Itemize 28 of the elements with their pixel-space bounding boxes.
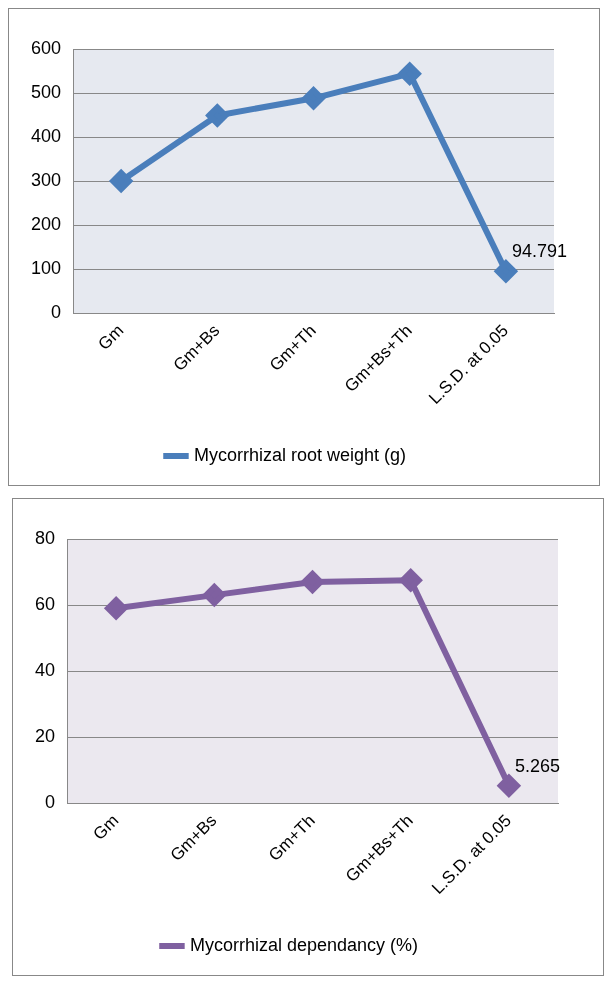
point — [302, 87, 325, 110]
point — [398, 62, 421, 85]
y-tick-label: 80 — [34, 527, 56, 548]
point — [494, 260, 517, 283]
y-tick-label: 40 — [34, 660, 56, 680]
point — [110, 170, 133, 193]
point — [105, 597, 128, 620]
data-label: 5.265 — [514, 755, 560, 776]
x-tick-label: Gm — [89, 810, 123, 844]
y-tick-label: 100 — [30, 258, 62, 279]
y-tick-label: 0 — [45, 792, 56, 813]
data-label: 94.791 — [511, 241, 567, 262]
point — [399, 569, 422, 592]
y-tick-label: 500 — [30, 81, 62, 102]
point — [206, 104, 229, 127]
legend-label: Mycorrhizal root weight (g) — [193, 444, 407, 465]
y-tick-label: 0 — [51, 302, 62, 323]
y-tick-label: 400 — [30, 125, 62, 146]
point — [203, 584, 226, 607]
y-tick-label: 20 — [34, 726, 56, 747]
y-tick-label: 600 — [30, 37, 62, 58]
y-tick-label: 200 — [30, 214, 62, 235]
x-tick-label: Gm — [94, 320, 128, 354]
point — [497, 774, 520, 797]
y-tick-label: 60 — [34, 593, 56, 614]
point — [301, 570, 324, 593]
legend-label: Mycorrhizal dependancy (%) — [189, 934, 419, 955]
y-tick-label: 300 — [30, 170, 62, 190]
